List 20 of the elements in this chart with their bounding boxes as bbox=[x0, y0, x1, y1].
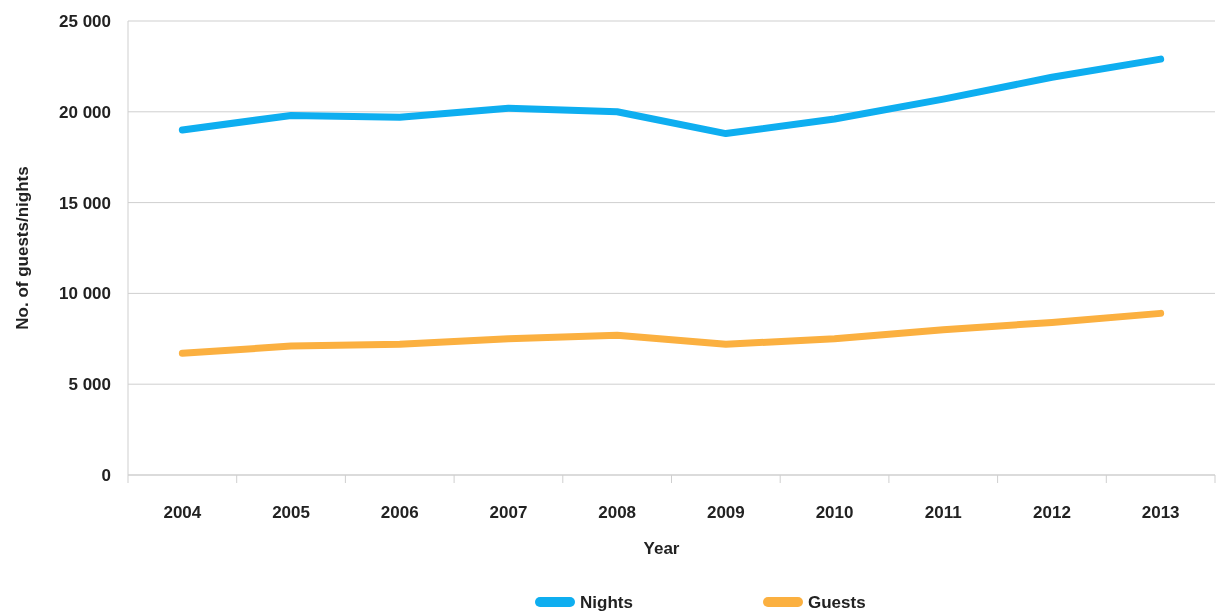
x-tick-label: 2009 bbox=[706, 502, 745, 522]
x-tick-label: 2013 bbox=[1141, 502, 1180, 522]
x-tick-label: 2004 bbox=[163, 502, 202, 522]
x-tick-label: 2007 bbox=[489, 502, 528, 522]
legend-label: Guests bbox=[808, 592, 866, 612]
y-tick-label: 15 000 bbox=[59, 193, 111, 213]
x-tick-label: 2008 bbox=[598, 502, 637, 522]
x-tick-label: 2011 bbox=[924, 502, 962, 522]
x-tick-label: 2012 bbox=[1033, 502, 1071, 522]
y-tick-label: 10 000 bbox=[59, 284, 111, 304]
x-axis-title: Year bbox=[643, 538, 680, 558]
y-tick-label: 0 bbox=[101, 465, 111, 485]
x-tick-label: 2010 bbox=[815, 502, 854, 522]
x-tick-label: 2006 bbox=[380, 502, 419, 522]
y-tick-label: 5 000 bbox=[68, 375, 111, 395]
legend-label: Nights bbox=[580, 592, 633, 612]
y-tick-label: 20 000 bbox=[59, 102, 111, 122]
y-tick-label: 25 000 bbox=[59, 11, 111, 31]
y-axis-title: No. of guests/nights bbox=[12, 166, 32, 330]
x-tick-label: 2005 bbox=[272, 502, 310, 522]
